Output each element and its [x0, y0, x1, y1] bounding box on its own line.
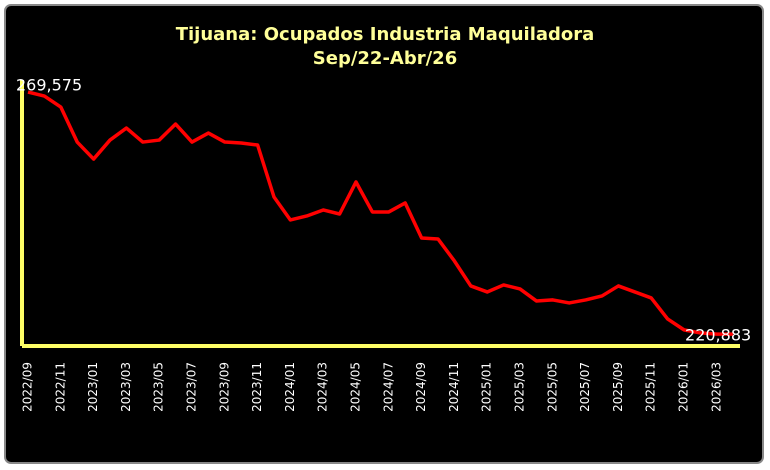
- value-label: 269,575: [16, 76, 82, 95]
- x-tick-label: 2025/01: [480, 362, 494, 412]
- value-label: 220,883: [685, 326, 751, 345]
- x-tick-label: 2024/01: [283, 362, 297, 412]
- x-tick-label: 2023/11: [250, 362, 264, 412]
- series-line: [27, 90, 734, 336]
- x-tick-label: 2023/03: [119, 362, 133, 412]
- x-tick-label: 2025/05: [545, 362, 559, 412]
- x-tick-label: 2025/07: [578, 362, 592, 412]
- x-tick-label: 2024/03: [316, 362, 330, 412]
- x-tick-label: 2025/11: [644, 362, 658, 412]
- x-tick-label: 2023/07: [185, 362, 199, 412]
- x-tick-label: 2022/09: [21, 362, 35, 412]
- x-tick-label: 2026/01: [677, 362, 691, 412]
- x-tick-label: 2024/09: [414, 362, 428, 412]
- x-tick-label: 2023/09: [217, 362, 231, 412]
- x-tick-label: 2025/09: [611, 362, 625, 412]
- x-tick-label: 2023/05: [152, 362, 166, 412]
- chart-subtitle: Sep/22-Abr/26: [313, 48, 457, 69]
- x-tick-label: 2024/05: [349, 362, 363, 412]
- x-tick-label: 2022/11: [53, 362, 67, 412]
- chart-title: Tijuana: Ocupados Industria Maquiladora: [176, 24, 595, 45]
- x-tick-label: 2025/03: [513, 362, 527, 412]
- x-tick-label: 2024/07: [381, 362, 395, 412]
- panel: [4, 4, 764, 464]
- x-tick-label: 2026/03: [709, 362, 723, 412]
- x-tick-label: 2024/11: [447, 362, 461, 412]
- x-tick-label: 2023/01: [86, 362, 100, 412]
